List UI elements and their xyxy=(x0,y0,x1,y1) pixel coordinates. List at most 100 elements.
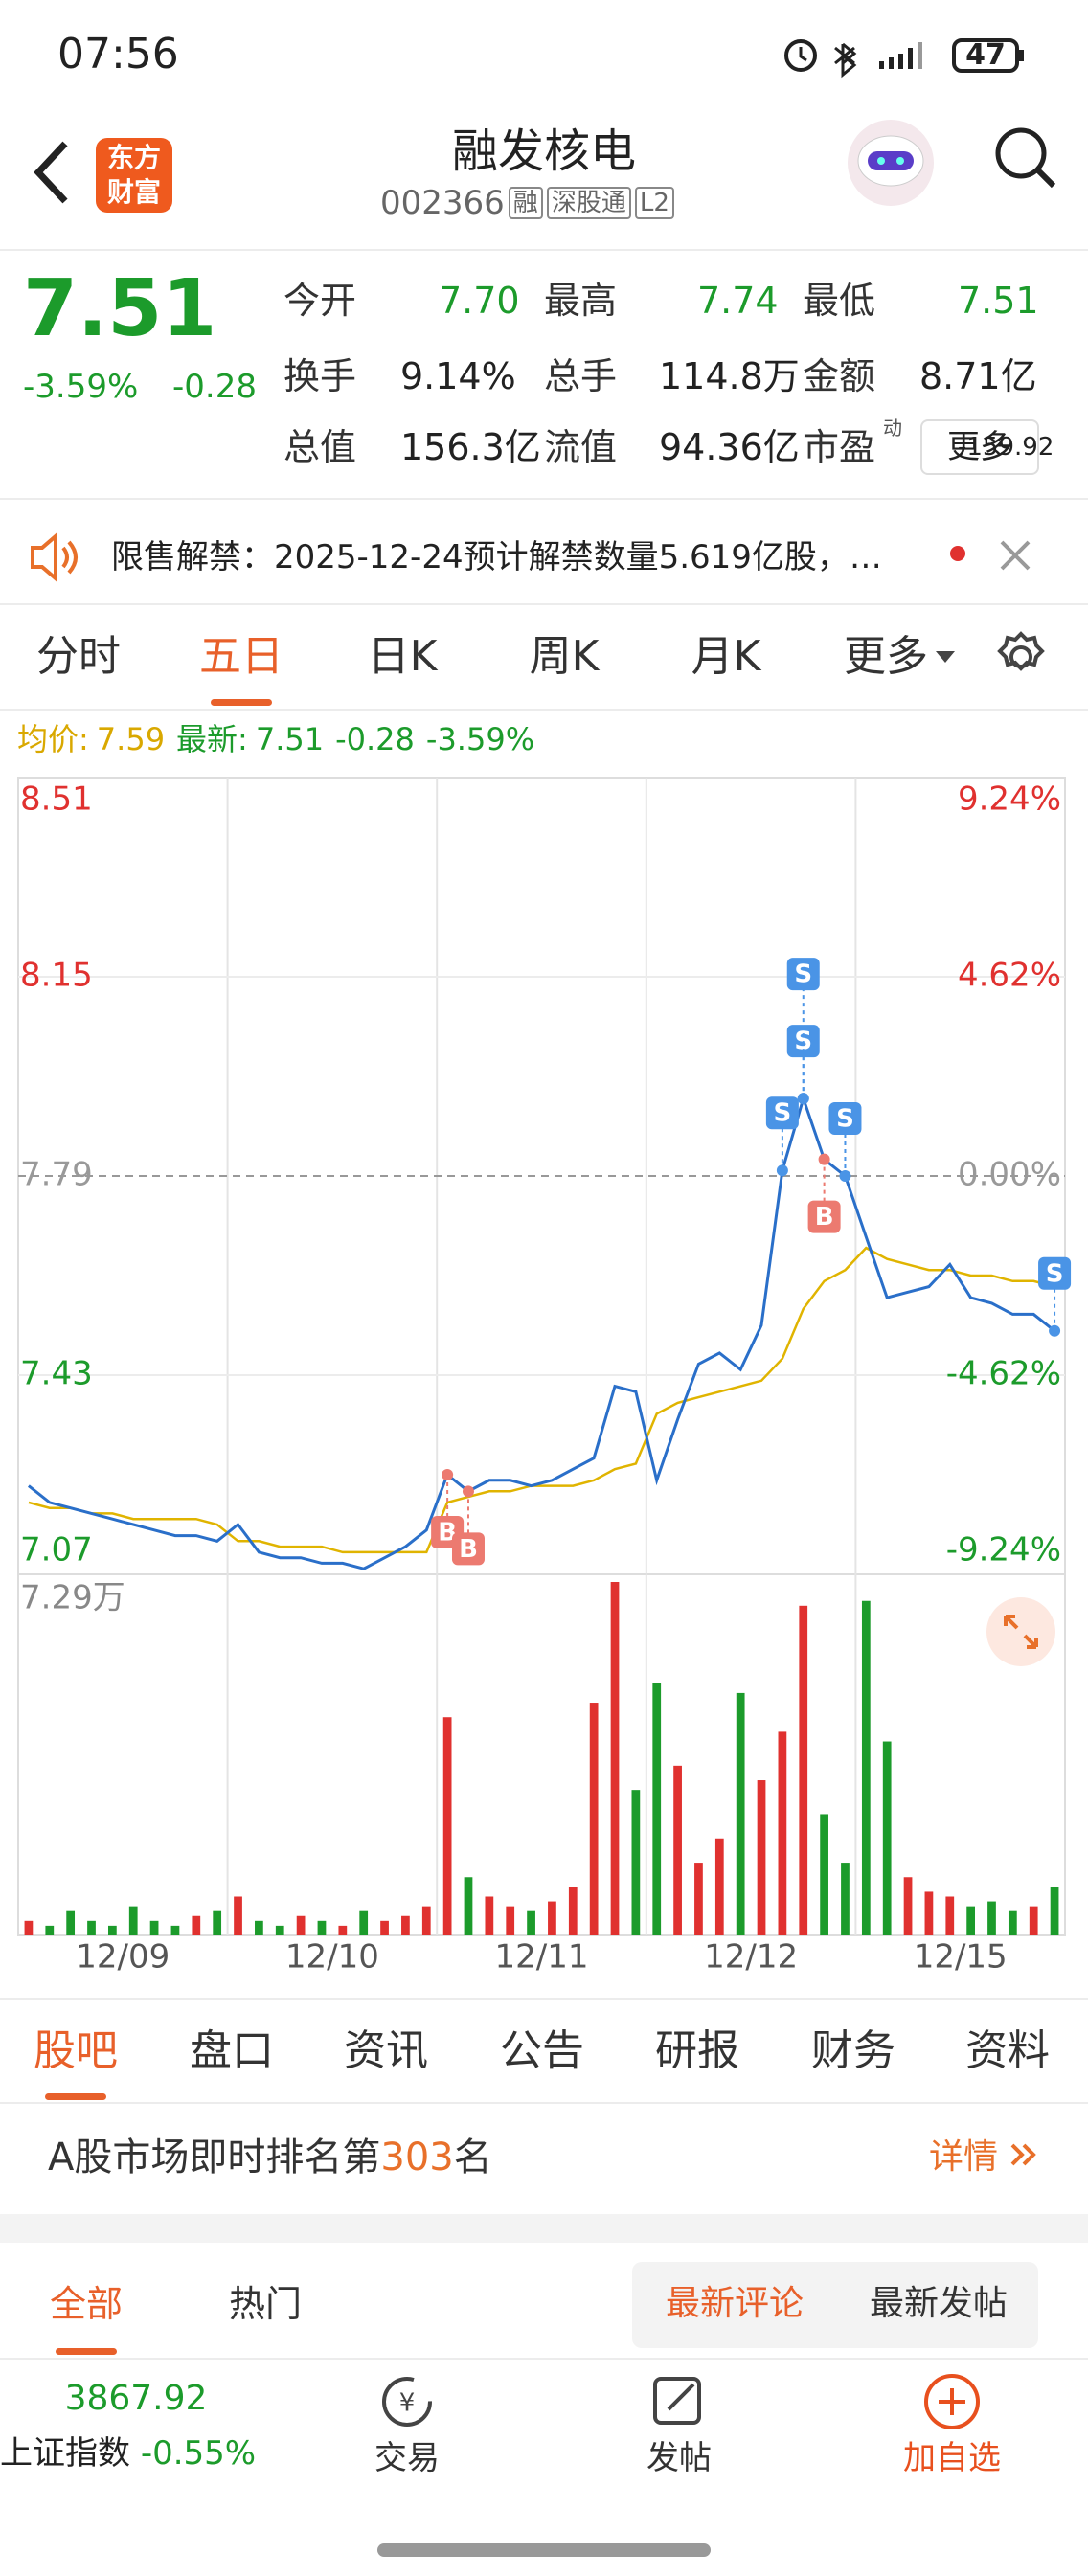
assistant-avatar[interactable] xyxy=(843,115,939,211)
tab[interactable]: 股吧 xyxy=(34,2026,118,2075)
spacer xyxy=(0,2214,1088,2243)
volume-bar xyxy=(464,1877,473,1935)
volume-bar xyxy=(1008,1910,1017,1935)
ranking-prefix: A股市场即时排名第 xyxy=(48,2135,381,2180)
time: 07:56 xyxy=(57,30,179,79)
tab[interactable]: 分时 xyxy=(36,632,121,681)
volume-bar xyxy=(485,1896,494,1935)
volume-bar xyxy=(213,1910,222,1935)
tab[interactable]: 资料 xyxy=(965,2026,1050,2075)
volume-bar xyxy=(87,1920,96,1935)
divider xyxy=(0,1998,1088,2000)
tab[interactable]: 月K xyxy=(691,632,761,681)
volume-bar xyxy=(903,1877,913,1935)
logo-text: 东方 xyxy=(106,142,161,173)
volume-bar xyxy=(694,1863,703,1935)
y2-tick-label: 4.62% xyxy=(958,957,1061,995)
legend-label: 均价: xyxy=(17,721,89,757)
volume-bar xyxy=(861,1600,871,1935)
back-button[interactable] xyxy=(29,134,77,211)
nav-item[interactable]: 发帖 xyxy=(646,2439,712,2477)
close-button[interactable] xyxy=(996,536,1034,575)
volume-bar xyxy=(568,1887,578,1935)
stock-code-row: 002366 融 深股通 L2 xyxy=(380,187,674,219)
x-tick-label: 12/11 xyxy=(495,1938,589,1977)
badge: 融 xyxy=(508,187,543,219)
tab[interactable]: 盘口 xyxy=(190,2026,274,2075)
tab[interactable]: 最新评论 xyxy=(665,2284,805,2323)
legend-value: -3.59% xyxy=(426,721,534,757)
marker-badge xyxy=(451,1532,485,1566)
nav-item[interactable]: 交易 xyxy=(374,2439,440,2477)
tab[interactable]: 财务 xyxy=(811,2026,895,2075)
legend-label: 最新: xyxy=(176,721,248,757)
tab[interactable]: 热门 xyxy=(228,2283,303,2325)
tab[interactable]: 周K xyxy=(529,632,600,681)
tab[interactable]: 公告 xyxy=(500,2026,584,2075)
y-tick-label: 7.43 xyxy=(20,1355,93,1393)
tab[interactable]: 五日 xyxy=(199,632,283,681)
stat-label: 最高 xyxy=(544,280,618,322)
stat-value: 8.71亿 xyxy=(919,355,1037,397)
tab[interactable]: 日K xyxy=(367,632,438,681)
x-tick-label: 12/15 xyxy=(914,1938,1008,1977)
index-change: -0.55% xyxy=(140,2434,257,2473)
marker-label: S xyxy=(836,1105,854,1134)
badge: 深股通 xyxy=(546,187,631,219)
volume-bar xyxy=(45,1925,55,1935)
marker-label: B xyxy=(459,1535,478,1564)
volume-bar xyxy=(527,1910,535,1935)
marker-badge xyxy=(828,1102,862,1135)
y2-tick-label: -9.24% xyxy=(946,1531,1061,1570)
tab[interactable]: 资讯 xyxy=(344,2026,428,2075)
divider xyxy=(0,603,1088,605)
marker-dot xyxy=(818,1153,830,1165)
stat-value: 7.70 xyxy=(439,280,520,322)
x-tick-label: 12/10 xyxy=(285,1938,379,1977)
volume-bar xyxy=(841,1863,850,1935)
ranking-link-text: 详情 xyxy=(929,2137,999,2177)
more-button[interactable]: 更多 xyxy=(920,419,1039,475)
post-icon xyxy=(653,2377,701,2425)
plot-frame xyxy=(17,777,1066,1936)
stat-label: 今开 xyxy=(283,280,357,322)
tab[interactable]: 最新发帖 xyxy=(869,2284,1009,2323)
tab[interactable]: 全部 xyxy=(49,2283,124,2325)
volume-bar xyxy=(1050,1887,1059,1935)
tab-underline xyxy=(45,2093,106,2100)
marker-badge xyxy=(765,1096,799,1130)
divider xyxy=(0,249,1088,251)
chevrons xyxy=(1011,2143,1037,2166)
trade-icon: ¥ xyxy=(382,2377,432,2427)
logo[interactable]: 东方 财富 xyxy=(96,138,172,213)
marker-badge xyxy=(807,1200,841,1233)
index-row[interactable]: 上证指数 -0.55% xyxy=(0,2437,256,2470)
stat-label: 总手 xyxy=(544,355,618,397)
volume-bar xyxy=(820,1814,828,1935)
badge: L2 xyxy=(634,187,674,219)
ranking-link[interactable]: 详情 xyxy=(929,2140,1037,2175)
stat-label: 市盈 xyxy=(803,426,876,468)
stat-value: 7.51 xyxy=(958,280,1039,322)
x-tick-label: 12/09 xyxy=(76,1938,170,1977)
expand-button[interactable] xyxy=(983,1593,1059,1670)
volume-bar xyxy=(673,1765,682,1935)
stat-value: 9.14% xyxy=(400,355,516,397)
search-button[interactable] xyxy=(992,124,1059,192)
ranking: A股市场即时排名第303名 xyxy=(48,2138,492,2177)
notice-text[interactable]: 限售解禁：2025-12-24预计解禁数量5.619亿股，… xyxy=(111,538,882,576)
volume-bar xyxy=(799,1605,808,1935)
volume-bar xyxy=(380,1920,389,1935)
tab[interactable]: 更多 xyxy=(844,632,928,681)
settings-button[interactable] xyxy=(994,630,1048,684)
stat-value: 156.3亿 xyxy=(400,426,541,468)
nav-item[interactable]: 加自选 xyxy=(903,2439,1001,2477)
volume-bar xyxy=(610,1582,620,1935)
volume-bar xyxy=(255,1920,263,1935)
tab[interactable]: 研报 xyxy=(655,2026,739,2075)
y2-tick-label: 0.00% xyxy=(958,1156,1061,1194)
marker-dot xyxy=(442,1469,454,1480)
y-tick-label: 7.79 xyxy=(20,1156,93,1194)
unread-dot xyxy=(950,546,965,561)
